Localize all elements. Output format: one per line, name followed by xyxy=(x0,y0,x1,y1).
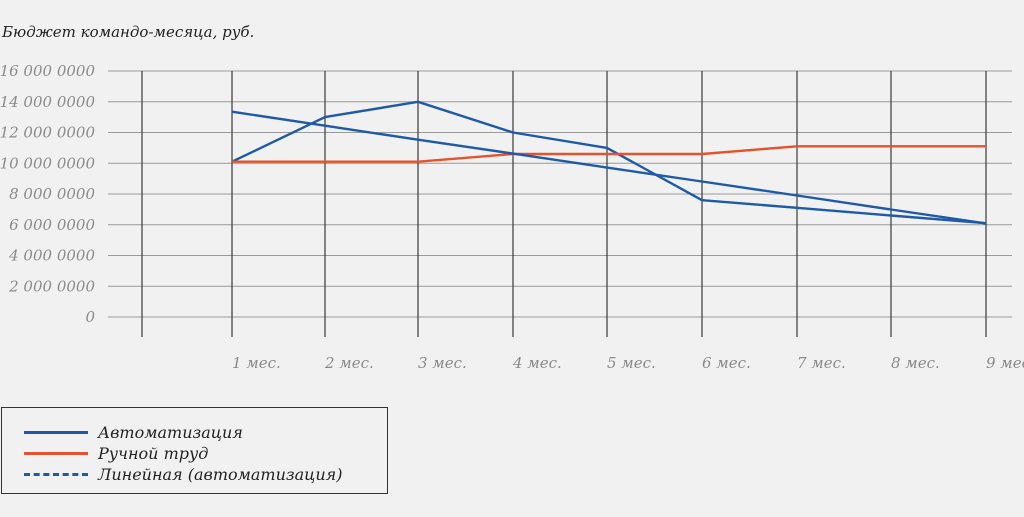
y-tick-label: 8 000 0000 xyxy=(9,185,95,203)
x-tick-label: 5 мес. xyxy=(607,354,656,372)
y-tick-label: 4 000 0000 xyxy=(8,247,95,265)
y-tick-label: 14 000 0000 xyxy=(0,93,95,111)
chart-title: Бюджет командо-месяца, руб. xyxy=(1,23,254,41)
series-line-1 xyxy=(232,145,986,163)
legend-swatch-linear xyxy=(24,472,88,476)
legend-swatch-manual xyxy=(24,451,88,455)
legend-item-linear: Линейная (автоматизация) xyxy=(24,463,342,485)
x-tick-label: 1 мес. xyxy=(232,354,281,372)
x-tick-label: 8 мес. xyxy=(891,354,940,372)
x-tick-label: 2 мес. xyxy=(324,354,374,372)
line-chart: Бюджет командо-месяца, руб. 0 2 000 0000 4… xyxy=(0,23,1024,372)
legend-label-linear: Линейная (автоматизация) xyxy=(98,464,343,484)
y-tick-label: 2 000 0000 xyxy=(8,277,95,295)
y-tick-label: 12 000 0000 xyxy=(0,124,95,142)
legend-label-automation: Автоматизация xyxy=(98,422,243,442)
legend-item-automation: Автоматизация xyxy=(24,421,243,443)
x-tick-label: 9 мес. xyxy=(986,354,1024,372)
x-tick-label: 4 мес. xyxy=(512,354,562,372)
legend-item-manual: Ручной труд xyxy=(24,442,208,464)
x-tick-label: 7 мес. xyxy=(797,354,846,372)
y-tick-label: 0 xyxy=(85,308,95,326)
series-line-2 xyxy=(231,110,987,225)
series-line-0 xyxy=(231,100,987,225)
y-tick-label: 16 000 0000 xyxy=(0,62,95,80)
legend: Автоматизация Ручной труд Линейная (авто… xyxy=(1,407,388,494)
x-tick-label: 3 мес. xyxy=(418,354,467,372)
legend-swatch-automation xyxy=(24,430,88,434)
y-tick-label: 6 000 0000 xyxy=(9,216,95,234)
y-tick-label: 10 000 0000 xyxy=(0,154,95,172)
x-tick-label: 6 мес. xyxy=(702,354,751,372)
legend-label-manual: Ручной труд xyxy=(98,443,209,463)
